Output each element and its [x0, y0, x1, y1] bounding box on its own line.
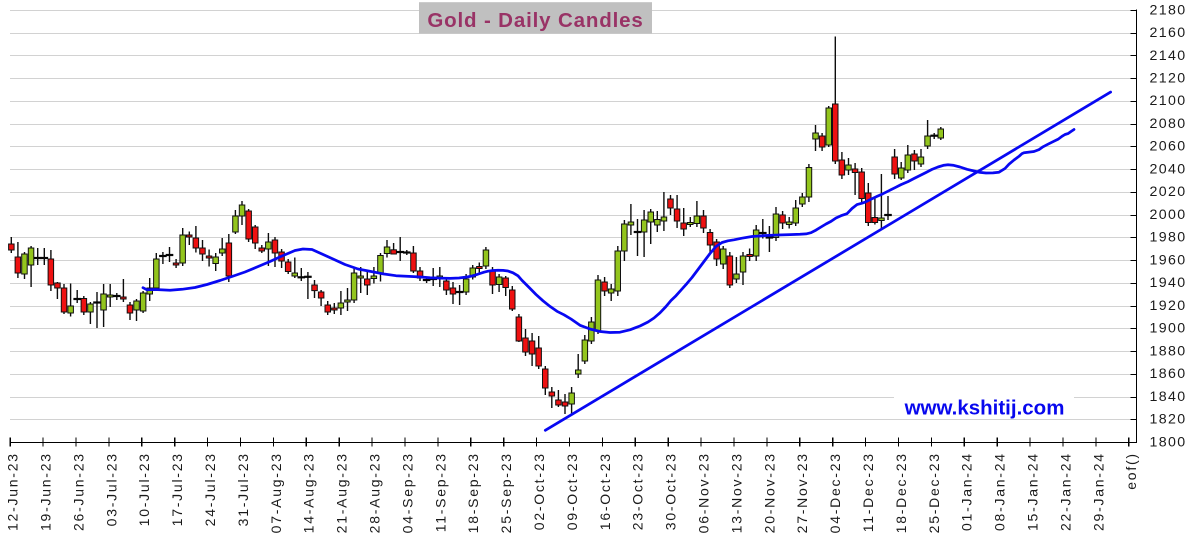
svg-text:24-Jul-23: 24-Jul-23: [202, 452, 218, 526]
svg-text:31-Jul-23: 31-Jul-23: [235, 452, 251, 526]
svg-text:19-Jun-23: 19-Jun-23: [38, 452, 54, 531]
svg-text:18-Dec-23: 18-Dec-23: [893, 452, 909, 533]
svg-text:2120: 2120: [1150, 71, 1187, 87]
svg-text:2180: 2180: [1150, 2, 1187, 18]
svg-text:www.kshitij.com: www.kshitij.com: [904, 396, 1065, 419]
svg-text:11-Dec-23: 11-Dec-23: [860, 452, 876, 532]
svg-text:1960: 1960: [1150, 252, 1187, 268]
svg-text:17-Jul-23: 17-Jul-23: [169, 452, 185, 526]
svg-text:16-Oct-23: 16-Oct-23: [597, 452, 613, 530]
svg-text:22-Jan-24: 22-Jan-24: [1057, 452, 1073, 531]
svg-text:04-Dec-23: 04-Dec-23: [827, 452, 843, 533]
svg-text:2020: 2020: [1150, 184, 1187, 200]
svg-text:18-Sep-23: 18-Sep-23: [465, 452, 481, 533]
svg-text:20-Nov-23: 20-Nov-23: [761, 452, 777, 533]
svg-text:08-Jan-24: 08-Jan-24: [992, 452, 1008, 531]
svg-text:27-Nov-23: 27-Nov-23: [794, 452, 810, 533]
svg-text:2000: 2000: [1150, 207, 1187, 223]
svg-text:06-Nov-23: 06-Nov-23: [696, 452, 712, 533]
svg-text:12-Jun-23: 12-Jun-23: [5, 452, 21, 531]
svg-text:29-Jan-24: 29-Jan-24: [1090, 452, 1106, 531]
svg-text:30-Oct-23: 30-Oct-23: [663, 452, 679, 530]
svg-text:2160: 2160: [1150, 25, 1187, 41]
svg-text:14-Aug-23: 14-Aug-23: [301, 452, 317, 533]
svg-text:1840: 1840: [1150, 389, 1187, 405]
svg-text:26-Jun-23: 26-Jun-23: [70, 452, 86, 531]
svg-text:10-Jul-23: 10-Jul-23: [136, 452, 152, 526]
svg-text:2100: 2100: [1150, 93, 1187, 109]
svg-text:1800: 1800: [1150, 434, 1187, 450]
svg-text:2040: 2040: [1150, 162, 1187, 178]
svg-text:1940: 1940: [1150, 275, 1187, 291]
svg-text:1900: 1900: [1150, 321, 1187, 337]
svg-text:1880: 1880: [1150, 343, 1187, 359]
svg-text:28-Aug-23: 28-Aug-23: [367, 452, 383, 533]
svg-text:Gold - Daily Candles: Gold - Daily Candles: [427, 9, 643, 32]
svg-text:09-Oct-23: 09-Oct-23: [564, 452, 580, 530]
svg-text:25-Sep-23: 25-Sep-23: [498, 452, 514, 533]
svg-text:23-Oct-23: 23-Oct-23: [630, 452, 646, 530]
svg-text:1820: 1820: [1150, 412, 1187, 428]
svg-text:15-Jan-24: 15-Jan-24: [1025, 452, 1041, 531]
svg-text:25-Dec-23: 25-Dec-23: [926, 452, 942, 533]
svg-text:1860: 1860: [1150, 366, 1187, 382]
svg-text:1980: 1980: [1150, 230, 1187, 246]
svg-text:13-Nov-23: 13-Nov-23: [728, 452, 744, 533]
svg-text:1920: 1920: [1150, 298, 1187, 314]
svg-text:04-Sep-23: 04-Sep-23: [399, 452, 415, 533]
svg-text:2140: 2140: [1150, 48, 1187, 64]
svg-text:02-Oct-23: 02-Oct-23: [531, 452, 547, 530]
svg-text:11-Sep-23: 11-Sep-23: [432, 452, 448, 532]
svg-text:07-Aug-23: 07-Aug-23: [268, 452, 284, 533]
svg-text:03-Jul-23: 03-Jul-23: [103, 452, 119, 526]
svg-text:eof(): eof(): [1123, 452, 1139, 490]
svg-text:2060: 2060: [1150, 139, 1187, 155]
svg-text:21-Aug-23: 21-Aug-23: [334, 452, 350, 533]
svg-text:2080: 2080: [1150, 116, 1187, 132]
svg-text:01-Jan-24: 01-Jan-24: [959, 452, 975, 531]
